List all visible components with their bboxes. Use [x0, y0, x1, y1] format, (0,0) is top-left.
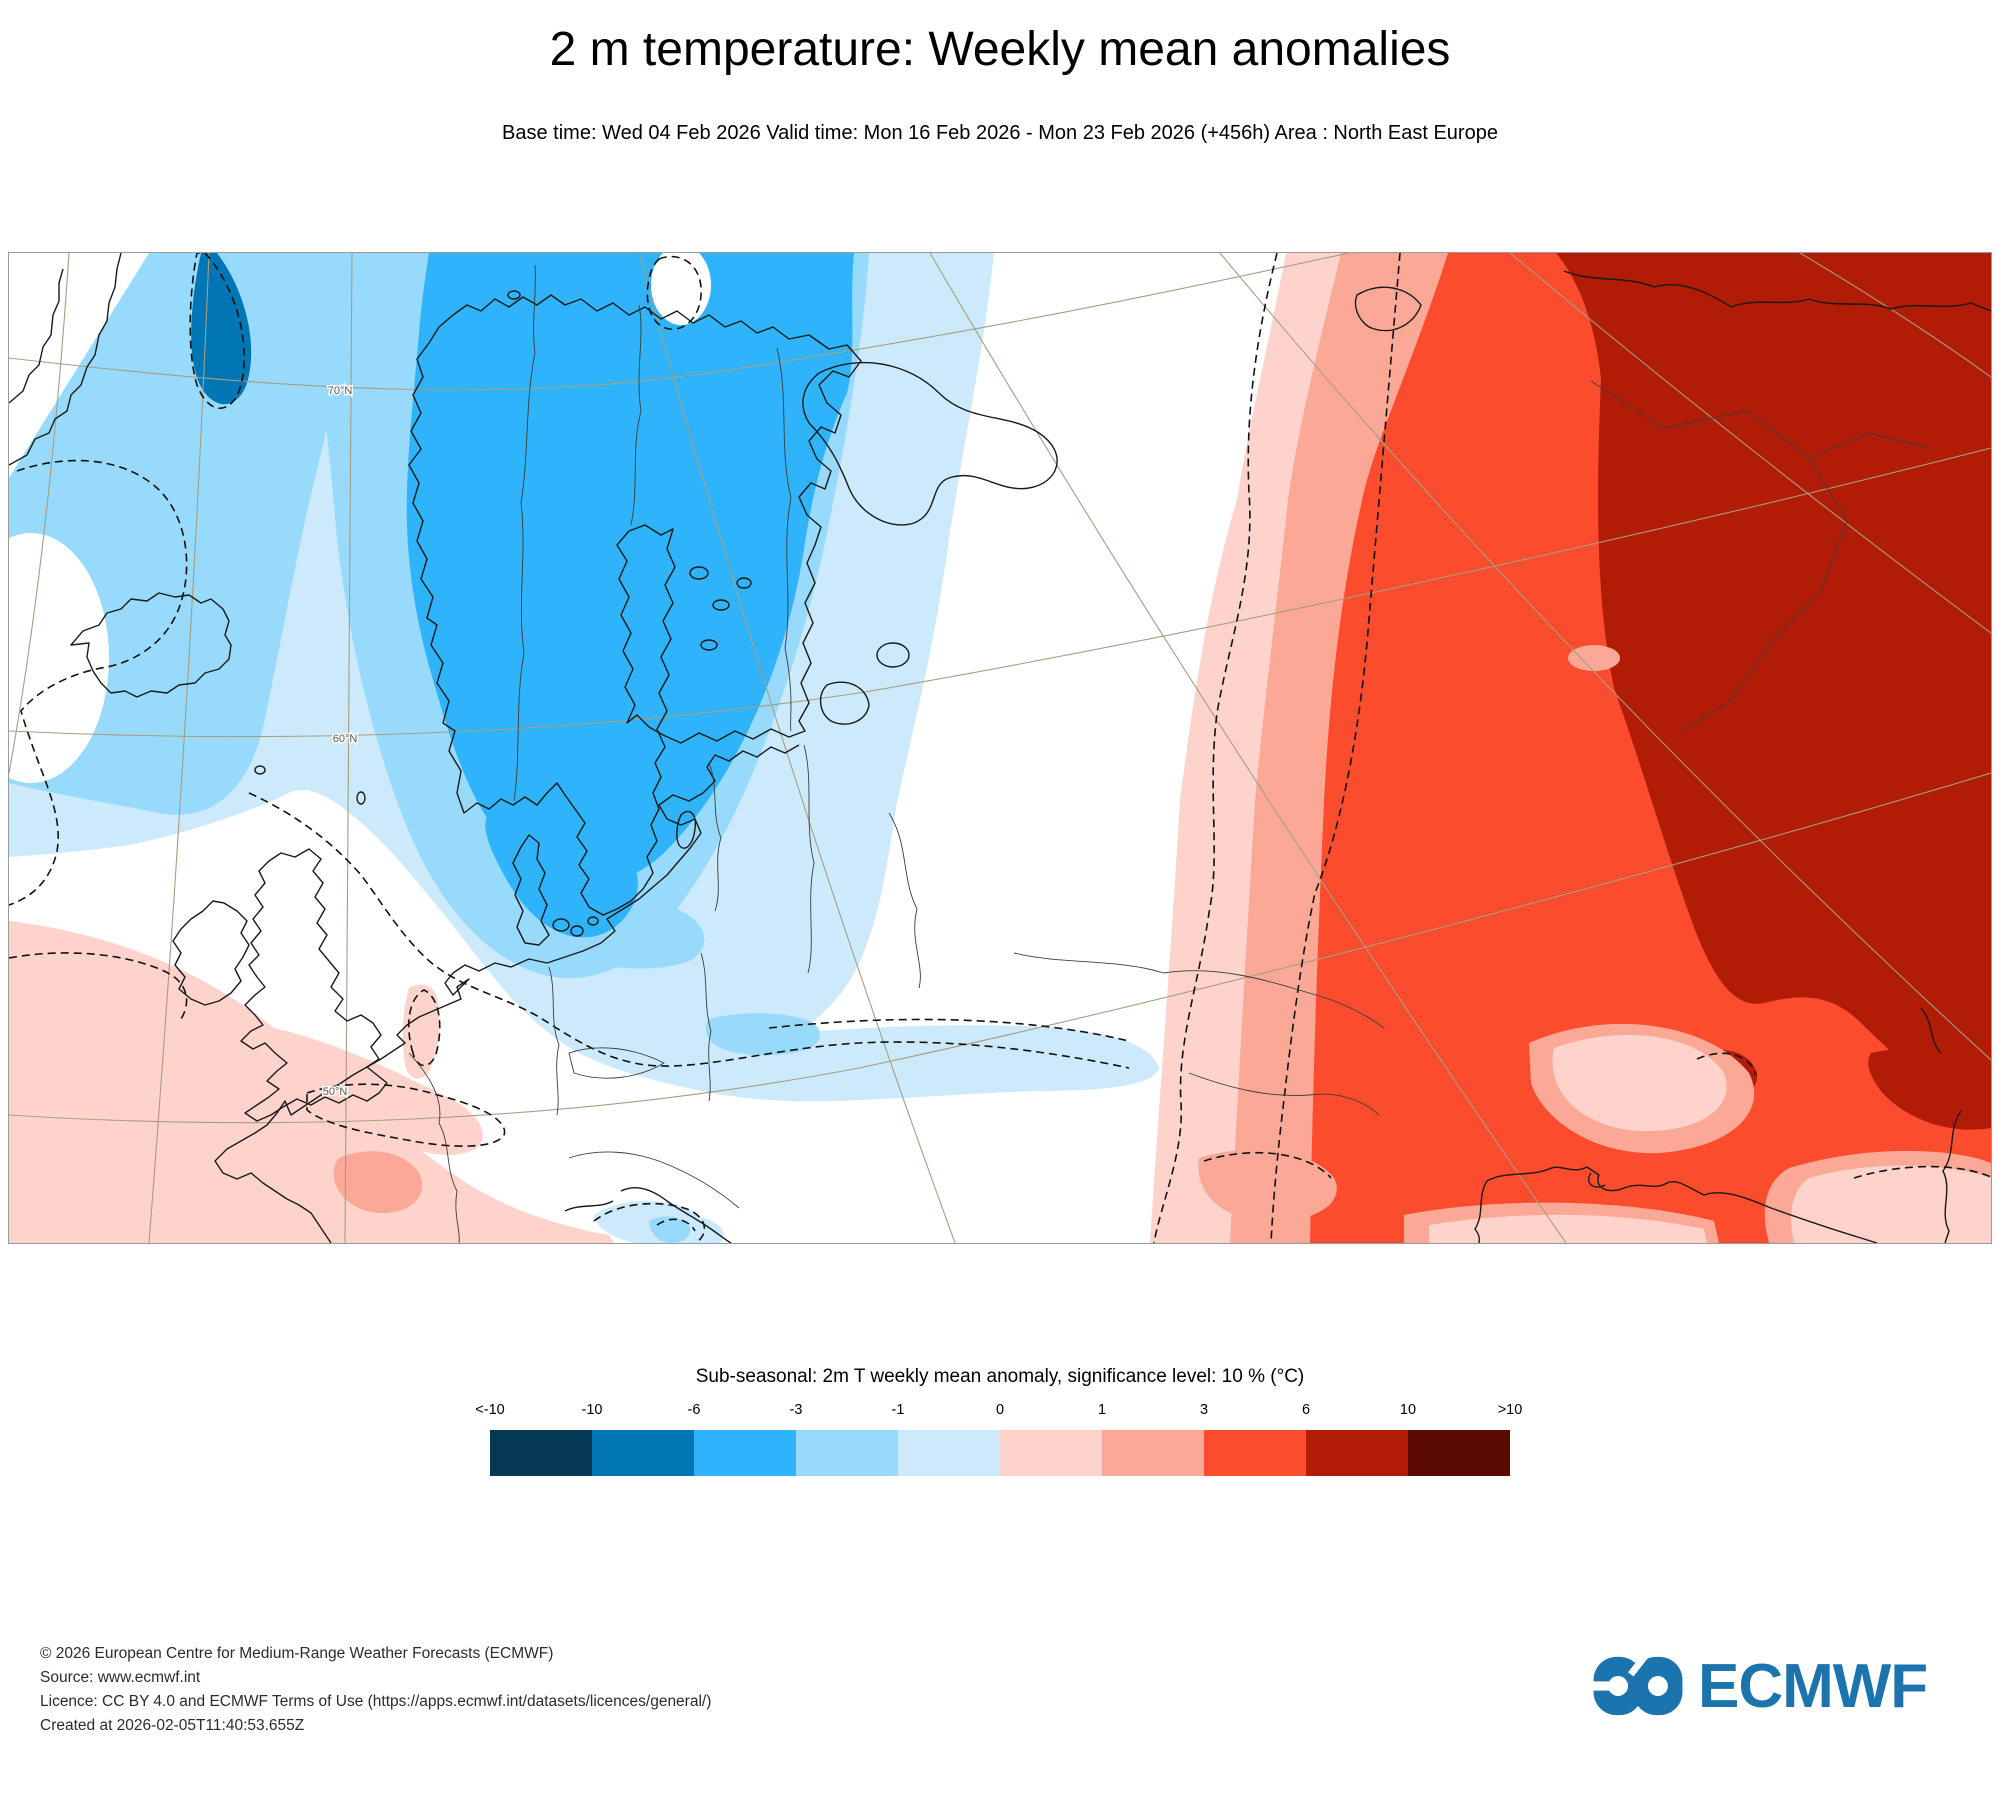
barents-coast	[1563, 270, 1991, 312]
ecmwf-logo-text: ECMWF	[1698, 1651, 1928, 1721]
legend-swatch	[1204, 1430, 1306, 1476]
footer-lines: © 2026 European Centre for Medium-Range …	[40, 1642, 711, 1738]
page-subtitle: Base time: Wed 04 Feb 2026 Valid time: M…	[502, 122, 1498, 144]
great-britain-coast	[240, 848, 388, 1122]
legend-tick: -6	[687, 1402, 701, 1418]
significance-contours	[9, 253, 1991, 1243]
legend-swatch	[1000, 1430, 1102, 1476]
ecmwf-logo-icon	[1592, 1652, 1683, 1716]
lake-ladoga	[820, 681, 870, 725]
country-borders	[408, 264, 1930, 1243]
greenland-coast	[9, 253, 122, 466]
legend-title: Sub-seasonal: 2m T weekly mean anomaly, …	[695, 1366, 1305, 1387]
italy-coast	[620, 1187, 732, 1243]
legend-tick: -3	[789, 1402, 803, 1418]
legend-tick: >10	[1497, 1402, 1523, 1418]
footer-line: Licence: CC BY 4.0 and ECMWF Terms of Us…	[40, 1693, 712, 1710]
legend-tick: <-10	[475, 1402, 505, 1418]
black-sea-coast	[1486, 1166, 1878, 1243]
latitude-labels: 70°N 60°N 50°N	[321, 384, 359, 1100]
legend-bar	[490, 1430, 1510, 1476]
lat-label-70n: 70°N	[328, 385, 353, 397]
legend-tick: -10	[581, 1402, 603, 1418]
shetland	[356, 791, 366, 805]
legend-ticks: <-10 -10 -6 -3 -1 0 1 3 6 10 >10	[475, 1402, 1522, 1420]
liguria-coast	[564, 1200, 614, 1212]
ireland-coast	[172, 900, 250, 1006]
legend-swatch	[1408, 1430, 1510, 1476]
white-sea-coast	[802, 361, 1058, 526]
iceland-coast	[70, 592, 232, 698]
greenland-inner-coast	[9, 268, 64, 404]
cold-anomaly-regions	[9, 253, 1159, 1243]
legend-tick: 1	[1097, 1402, 1107, 1418]
baltic-continental-coast	[366, 744, 800, 1068]
france-coast	[214, 1066, 368, 1243]
anomaly-map-svg: 70°N 60°N 50°N	[9, 253, 1991, 1243]
denmark-coast	[512, 834, 550, 946]
legend-swatch	[592, 1430, 694, 1476]
legend-tick: -1	[891, 1402, 905, 1418]
coastlines	[9, 253, 1991, 1243]
gotland	[676, 810, 696, 849]
legend-swatch	[490, 1430, 592, 1476]
lat-label-50n: 50°N	[323, 1086, 348, 1098]
legend-swatch	[1102, 1430, 1204, 1476]
anomaly-map: 70°N 60°N 50°N	[8, 252, 1992, 1244]
scandinavia-coast	[408, 294, 862, 916]
warm-anomaly-regions	[9, 253, 1991, 1243]
faroes	[254, 765, 266, 775]
legend-tick: 0	[995, 1402, 1005, 1418]
footer-line: Created at 2026-02-05T11:40:53.655Z	[40, 1717, 305, 1734]
legend-swatch	[1306, 1430, 1408, 1476]
colorbar-legend: Sub-seasonal: 2m T weekly mean anomaly, …	[0, 1366, 2000, 1476]
graticule	[9, 253, 1991, 1243]
legend-tick: 3	[1199, 1402, 1209, 1418]
footer-line: © 2026 European Centre for Medium-Range …	[40, 1645, 554, 1662]
crimea-coast	[1587, 1172, 1606, 1188]
lake-onega	[876, 642, 910, 668]
jan-mayen	[507, 290, 521, 300]
page-title: 2 m temperature: Weekly mean anomalies	[549, 23, 1451, 76]
lat-label-60n: 60°N	[333, 733, 358, 745]
kanin-coast	[1354, 286, 1422, 332]
legend-tick: 10	[1399, 1402, 1417, 1418]
legend-swatch	[694, 1430, 796, 1476]
legend-swatch	[796, 1430, 898, 1476]
legend-swatch	[898, 1430, 1000, 1476]
footer-line: Source: www.ecmwf.int	[40, 1669, 201, 1686]
ecmwf-logo: ECMWF	[1592, 1648, 1928, 1724]
caspian-coast	[1942, 1110, 1962, 1243]
legend-tick: 6	[1301, 1402, 1311, 1418]
